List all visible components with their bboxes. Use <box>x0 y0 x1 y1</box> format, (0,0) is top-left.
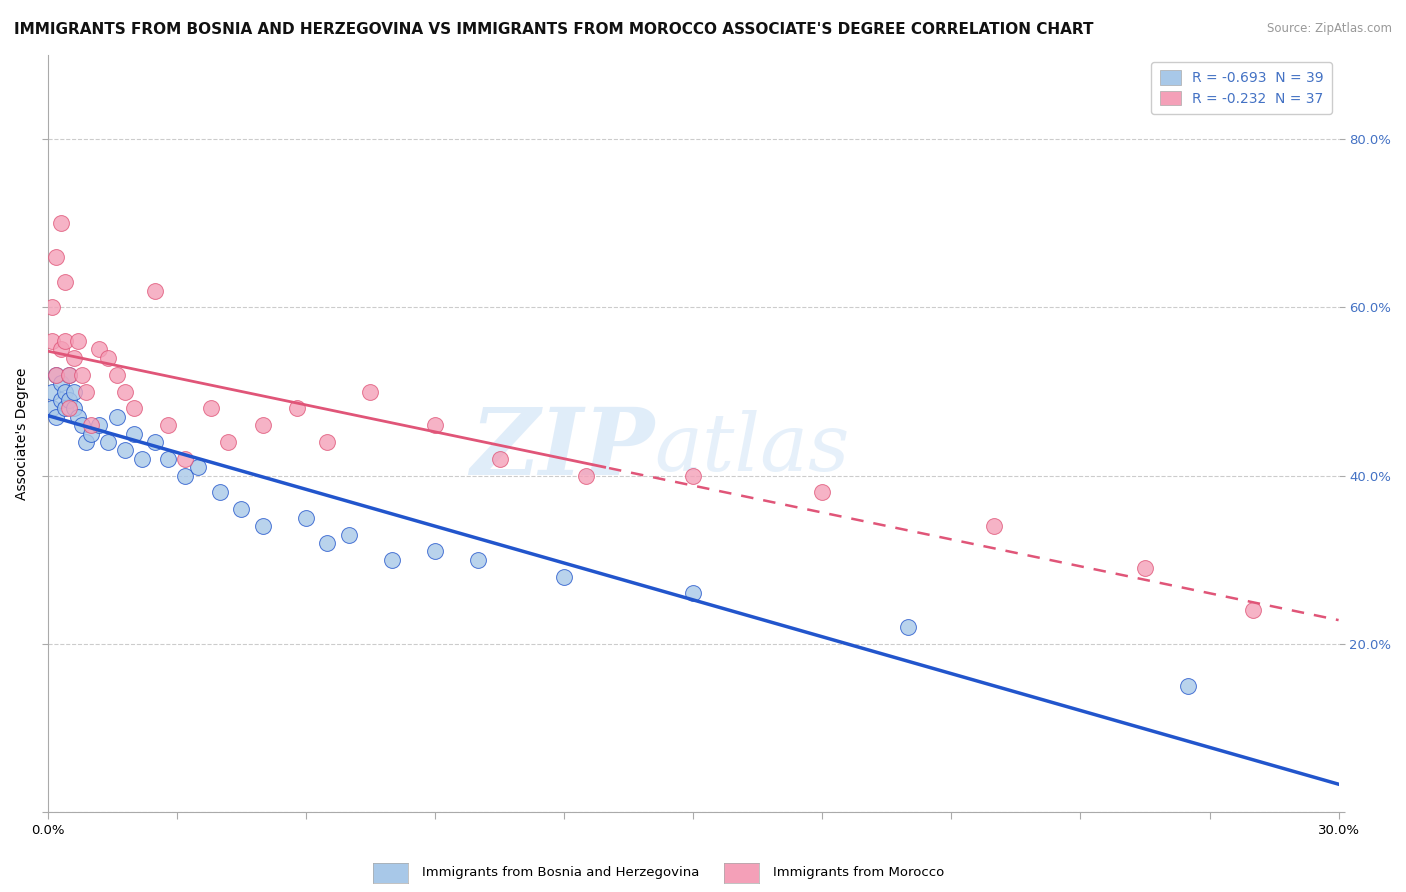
Text: IMMIGRANTS FROM BOSNIA AND HERZEGOVINA VS IMMIGRANTS FROM MOROCCO ASSOCIATE'S DE: IMMIGRANTS FROM BOSNIA AND HERZEGOVINA V… <box>14 22 1094 37</box>
Point <box>53 401 76 416</box>
Point <box>41 384 63 399</box>
Text: Immigrants from Bosnia and Herzegovina: Immigrants from Bosnia and Herzegovina <box>422 866 699 879</box>
Point <box>66 334 89 348</box>
Point <box>97 351 120 365</box>
Point <box>359 384 381 399</box>
Point <box>157 451 180 466</box>
Point <box>70 418 93 433</box>
Point <box>574 468 596 483</box>
Text: Source: ZipAtlas.com: Source: ZipAtlas.com <box>1267 22 1392 36</box>
Point <box>58 392 80 407</box>
Point <box>41 301 63 315</box>
Point <box>49 216 72 230</box>
Point <box>174 451 197 466</box>
Point <box>122 426 145 441</box>
Point <box>295 510 318 524</box>
Point <box>122 401 145 416</box>
Point <box>114 443 136 458</box>
Point <box>217 435 239 450</box>
Text: Immigrants from Morocco: Immigrants from Morocco <box>773 866 945 879</box>
Point <box>62 351 84 365</box>
Point <box>682 586 704 600</box>
Text: atlas: atlas <box>654 410 849 488</box>
Point <box>105 409 128 424</box>
Point <box>45 368 67 382</box>
Point <box>682 468 704 483</box>
Point <box>41 334 63 348</box>
Point <box>316 435 339 450</box>
Point <box>114 384 136 399</box>
Point <box>143 284 166 298</box>
Point <box>53 334 76 348</box>
Point <box>285 401 308 416</box>
Point <box>45 368 67 382</box>
Point <box>316 536 339 550</box>
Point <box>105 368 128 382</box>
Point <box>62 401 84 416</box>
Point <box>1177 679 1199 693</box>
Point <box>41 401 63 416</box>
Point <box>89 343 111 357</box>
Point <box>187 460 209 475</box>
Point <box>1241 603 1264 617</box>
Point <box>143 435 166 450</box>
Point <box>45 409 67 424</box>
Point <box>76 435 98 450</box>
Point <box>97 435 120 450</box>
Point <box>208 485 231 500</box>
Point <box>231 502 253 516</box>
Point <box>66 409 89 424</box>
Point <box>53 384 76 399</box>
Point <box>174 468 197 483</box>
Point <box>811 485 834 500</box>
Point <box>131 451 153 466</box>
Point <box>1133 561 1156 575</box>
Point <box>89 418 111 433</box>
Point <box>58 368 80 382</box>
Point <box>488 451 510 466</box>
Point <box>58 368 80 382</box>
Point <box>337 527 360 541</box>
Point <box>200 401 222 416</box>
Point <box>983 519 1005 533</box>
Point <box>553 569 575 583</box>
Point <box>49 392 72 407</box>
Point <box>62 384 84 399</box>
Y-axis label: Associate's Degree: Associate's Degree <box>15 368 30 500</box>
Point <box>76 384 98 399</box>
Point <box>252 519 274 533</box>
Point <box>423 544 446 558</box>
Point <box>252 418 274 433</box>
Point <box>381 553 404 567</box>
Point <box>467 553 489 567</box>
Point <box>58 401 80 416</box>
Point <box>80 418 103 433</box>
Point <box>423 418 446 433</box>
Point <box>157 418 180 433</box>
Point <box>70 368 93 382</box>
Legend: R = -0.693  N = 39, R = -0.232  N = 37: R = -0.693 N = 39, R = -0.232 N = 37 <box>1152 62 1331 114</box>
Point <box>45 250 67 264</box>
Point <box>49 376 72 391</box>
Text: ZIP: ZIP <box>470 404 654 494</box>
Point <box>897 620 920 634</box>
Point <box>49 343 72 357</box>
Point <box>80 426 103 441</box>
Point <box>53 275 76 289</box>
